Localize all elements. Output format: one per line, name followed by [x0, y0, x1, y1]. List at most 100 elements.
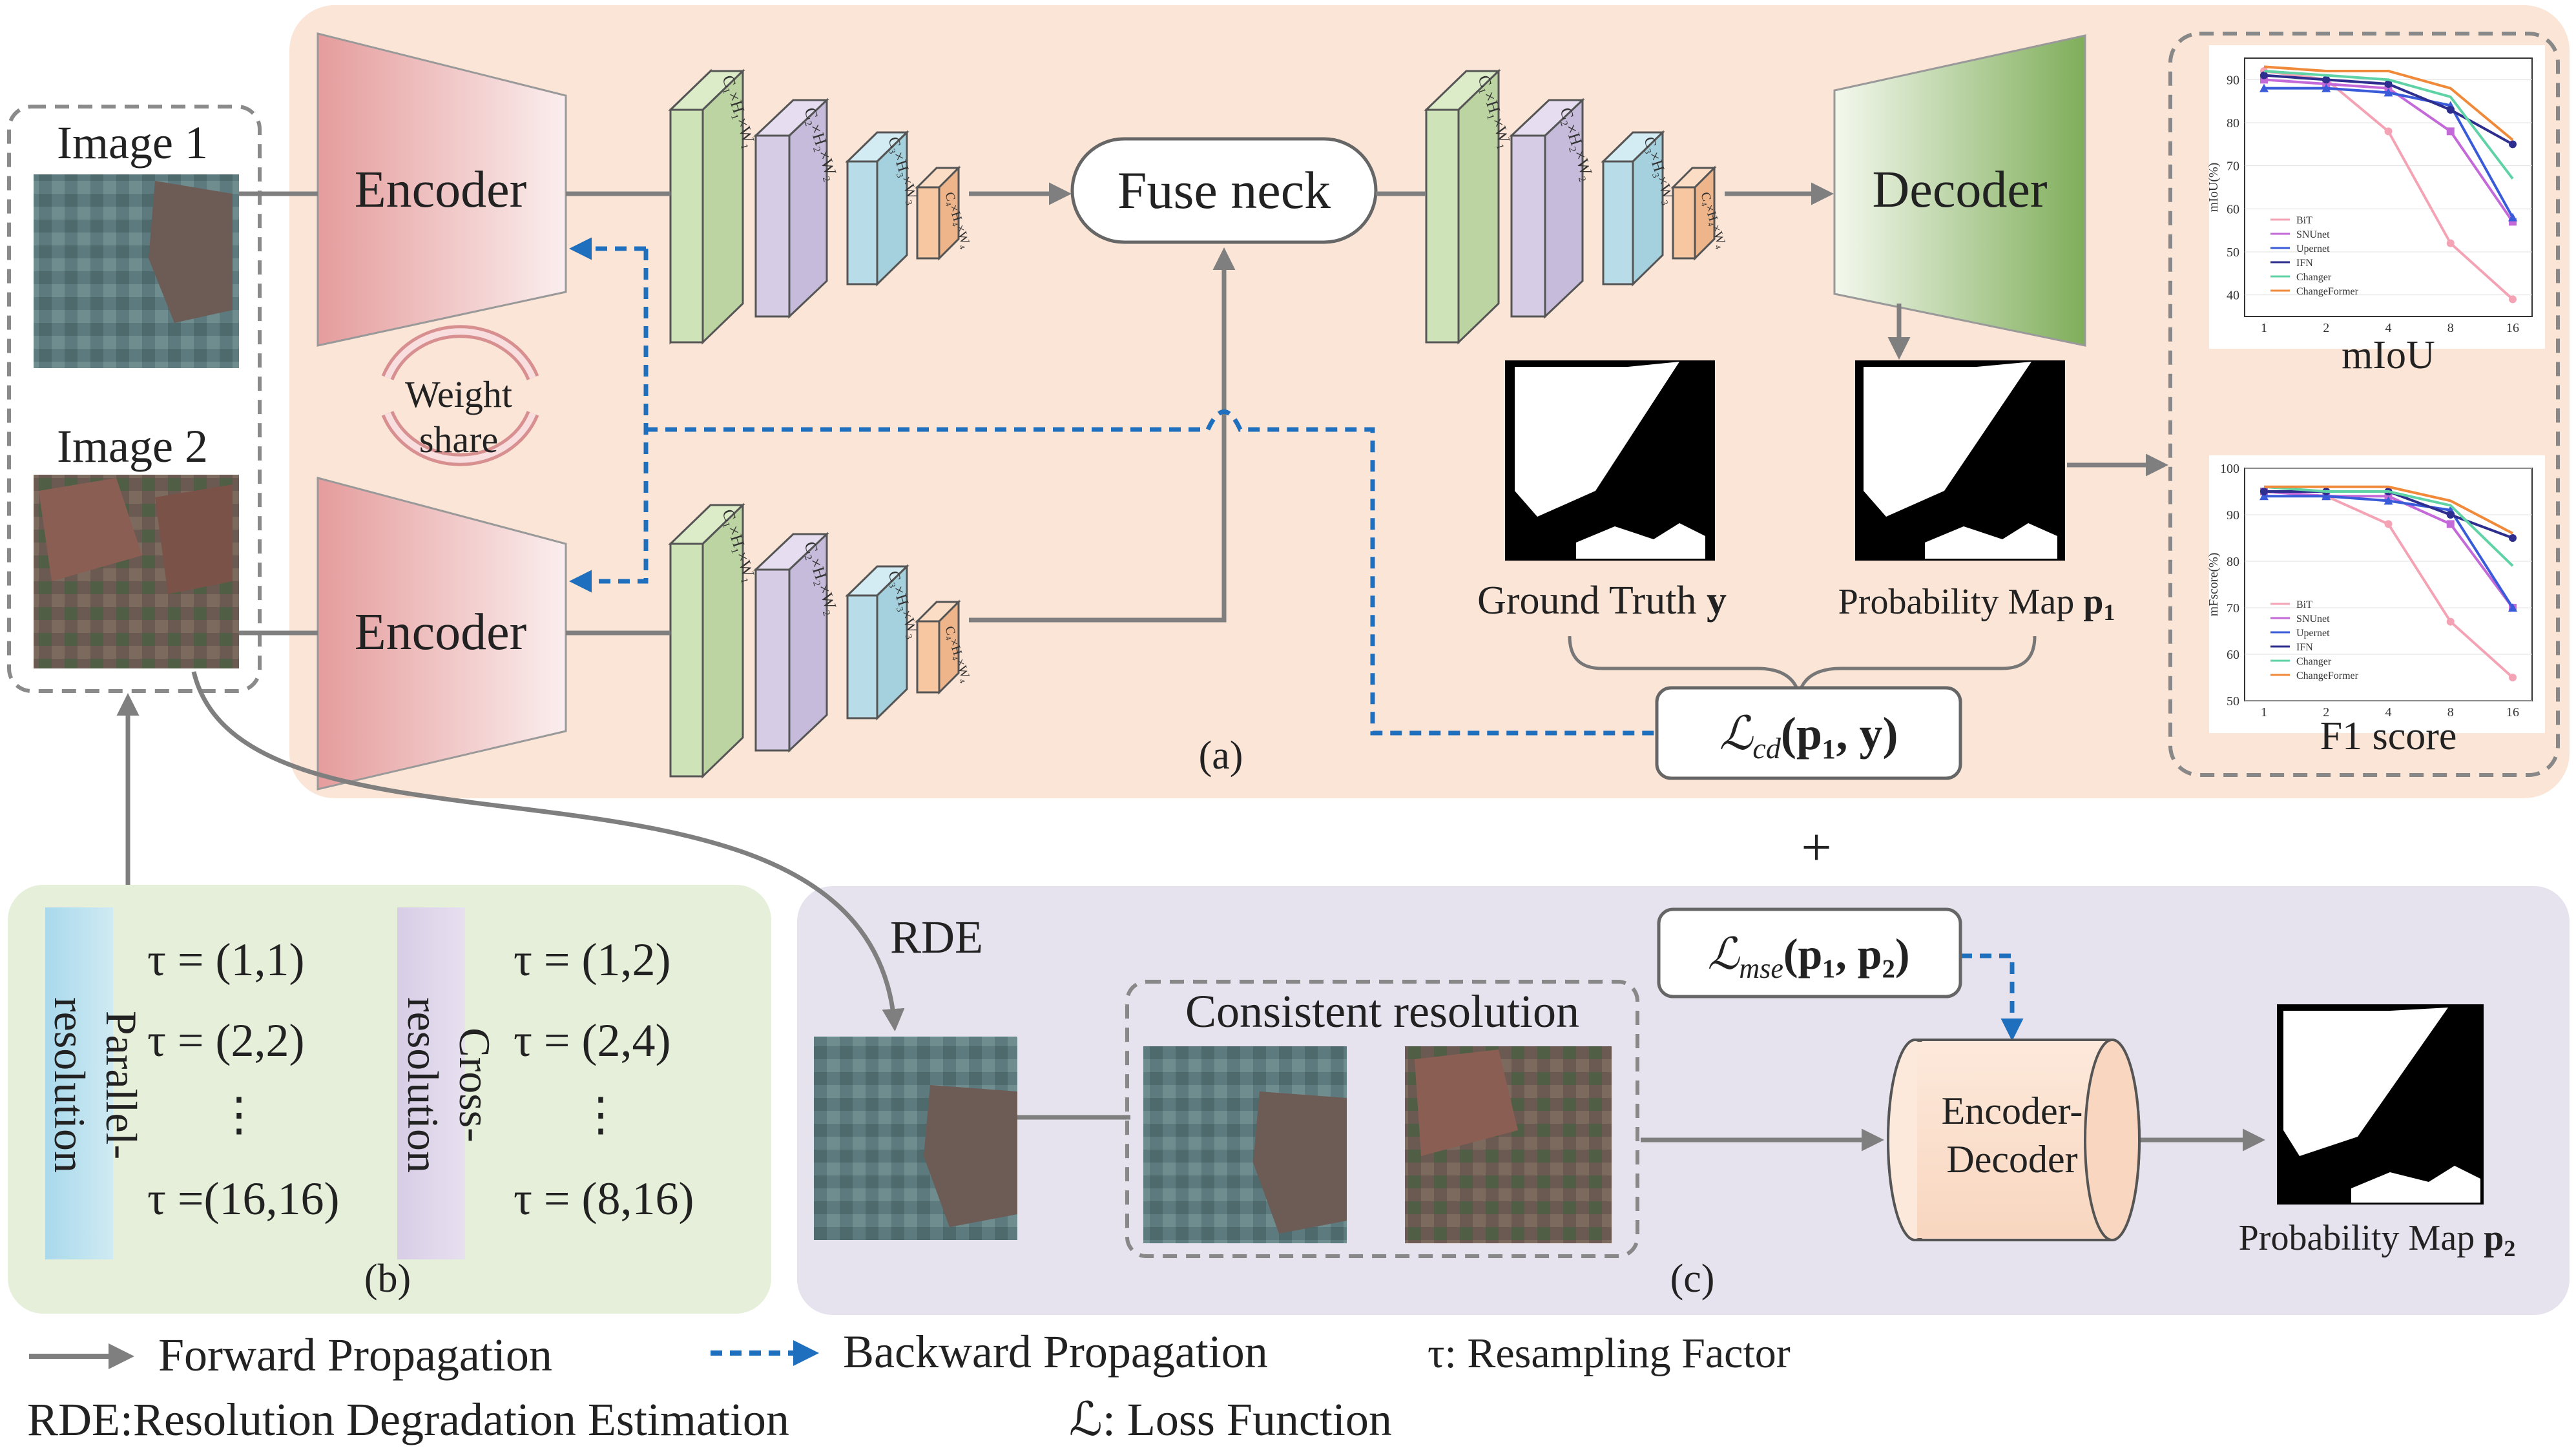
consistent-resolution-label: Consistent resolution: [1185, 986, 1579, 1037]
chart-0-point-Upernet: [2259, 83, 2269, 92]
resample-row-1-left: τ = (1,1): [147, 934, 305, 986]
chart-0-xtick-label: 4: [2385, 321, 2392, 335]
feature-stack-bottom: C₁×H₁×W₁ C₂×H₂×W₂ C₃×H₃×W₃ C₄×H₄×W₄: [668, 502, 973, 779]
panel-b-label: (b): [364, 1257, 411, 1301]
chart-1-point-Upernet: [2508, 603, 2517, 612]
chart-1-xtick-label: 1: [2261, 705, 2267, 719]
loss-mse-label: ℒmse(p₁, p₂): [1707, 929, 1909, 984]
chart-1-xtick-label: 8: [2447, 705, 2454, 719]
decoder-shape: [1833, 34, 2086, 347]
image2-roof: [39, 478, 142, 581]
chart-0-legend-label: BiT: [2296, 215, 2312, 226]
rde-degraded-roof: [924, 1085, 1017, 1227]
legend-tau-label: τ: Resampling Factor: [1428, 1330, 1791, 1377]
legend-forward-label: Forward Propagation: [158, 1329, 552, 1381]
chart-1-point-BiT: [2509, 674, 2517, 681]
resample-row-3-right: ⋮: [577, 1089, 624, 1141]
charts-frame: [2168, 32, 2560, 777]
chart-1-legend-label: Changer: [2296, 656, 2332, 667]
backward-arrows: [569, 237, 2024, 1041]
chart-1-point-IFN: [2446, 511, 2455, 519]
legend: Forward Propagation Backward Propagation…: [27, 1326, 1791, 1445]
panel-c-label: (c): [1670, 1257, 1715, 1301]
image2-label: Image 2: [57, 420, 208, 472]
encoder-bottom-label: Encoder: [355, 604, 527, 661]
resample-row-4-left: τ =(16,16): [147, 1173, 340, 1225]
resample-row-2-right: τ = (2,4): [514, 1015, 671, 1066]
chart-0-background: [2209, 45, 2545, 349]
chart-0-ytick-label: 80: [2227, 116, 2239, 130]
chart-1-caption: F1 score: [2320, 714, 2457, 758]
probability-map-1-shape-2: [1925, 523, 2057, 559]
chart-1-legend-label: BiT: [2296, 599, 2312, 610]
loss-cd-box: [1655, 686, 1962, 780]
legend-loss-label: ℒ: Loss Function: [1069, 1394, 1392, 1445]
chart-1-point-Upernet: [2322, 491, 2331, 501]
chart-1-xtick-label: 16: [2506, 705, 2519, 719]
legend-rde-label: RDE:Resolution Degradation Estimation: [27, 1394, 789, 1445]
cross-resolution-line2: resolution: [399, 997, 448, 1173]
chart-0-point-SNUnet: [2446, 127, 2455, 136]
chart-1-legend-label: SNUnet: [2296, 614, 2330, 625]
consistent-image-1-roof: [1253, 1091, 1347, 1234]
chart-1-legend-label: ChangeFormer: [2296, 670, 2359, 681]
loss-mse-box: [1657, 907, 1962, 998]
resample-row-3-left: ⋮: [216, 1089, 262, 1141]
image1-label: Image 1: [57, 117, 208, 169]
parallel-resolution-bar: [45, 907, 113, 1259]
chart-1-point-Upernet: [2384, 496, 2393, 505]
chart-0-ytick-label: 70: [2227, 160, 2239, 174]
chart-1-series-line-Changer: [2263, 485, 2514, 567]
parallel-resolution-line2: resolution: [45, 997, 94, 1173]
chart-0-point-BiT: [2446, 239, 2455, 247]
chart-1-point-BiT: [2384, 520, 2393, 528]
chart-1-xtick-label: 2: [2323, 705, 2329, 719]
chart-0-point-BiT: [2384, 127, 2393, 136]
miou-chart: 40 50 60 70 80 90 1 2 4 8 16 mIoU(%) BiT SNUnet Uperne…: [2207, 45, 2545, 377]
f1-chart: 50 60 70 80 90 100 1 2 4 8 16 mFscore(%) BiT SNUnet Up…: [2207, 455, 2545, 758]
ground-truth-shape-2: [1576, 523, 1705, 559]
chart-0-point-BiT: [2509, 295, 2517, 304]
chart-0-caption: mIoU: [2342, 333, 2435, 377]
plus-sign: +: [1801, 818, 1831, 878]
chart-1-point-IFN: [2260, 488, 2268, 495]
chart-1-ylabel: mFscore(%): [2207, 553, 2221, 617]
chart-1-ytick-label: 70: [2227, 601, 2239, 615]
encoder-decoder-line2: Decoder: [1946, 1138, 2077, 1181]
chart-1-point-Upernet: [2259, 491, 2269, 501]
chart-0-xtick-label: 16: [2506, 321, 2519, 335]
chart-0-legend-label: Upernet: [2296, 243, 2330, 254]
resample-row-2-left: τ = (2,2): [147, 1015, 305, 1066]
image1-roof: [149, 181, 233, 323]
resample-row-1-right: τ = (1,2): [514, 934, 671, 986]
chart-0-series-line-Changer: [2263, 70, 2514, 180]
chart-0-ytick-label: 50: [2227, 245, 2239, 260]
panel-b-background: [8, 885, 771, 1314]
chart-0-legend-label: IFN: [2296, 258, 2313, 269]
chart-1-ytick-label: 60: [2227, 648, 2239, 662]
chart-0-point-IFN: [2322, 76, 2331, 84]
chart-0-legend-label: SNUnet: [2296, 229, 2330, 240]
chart-0-xtick-label: 2: [2323, 321, 2329, 335]
chart-0-legend-label: Changer: [2296, 272, 2332, 283]
chart-1-point-IFN: [2509, 534, 2517, 542]
weight-share-line2: share: [419, 419, 498, 460]
chart-0-axes: [2244, 57, 2533, 317]
ground-truth-label: Ground Truth y: [1477, 579, 1727, 623]
chart-0-series-line-ChangeFormer: [2263, 65, 2514, 141]
encoder-top-shape: [317, 32, 567, 347]
chart-0-ylabel: mIoU(%): [2207, 163, 2221, 212]
chart-1-point-BiT: [2446, 617, 2455, 626]
probability-map-2-shape: [2283, 1008, 2448, 1156]
chart-1-legend-label: IFN: [2296, 642, 2313, 653]
legend-backward-label: Backward Propagation: [843, 1326, 1268, 1378]
chart-0-ytick-label: 90: [2227, 73, 2239, 87]
panel-a-label: (a): [1199, 734, 1243, 778]
chart-0-point-Upernet: [2508, 212, 2517, 222]
chart-1-series-line-ChangeFormer: [2264, 485, 2513, 535]
ground-truth-shape: [1515, 362, 1679, 517]
chart-1-ytick-label: 90: [2227, 508, 2239, 522]
chart-0-point-Upernet: [2322, 83, 2331, 92]
loss-cd-label: ℒcd(p₁, y): [1719, 708, 1898, 765]
